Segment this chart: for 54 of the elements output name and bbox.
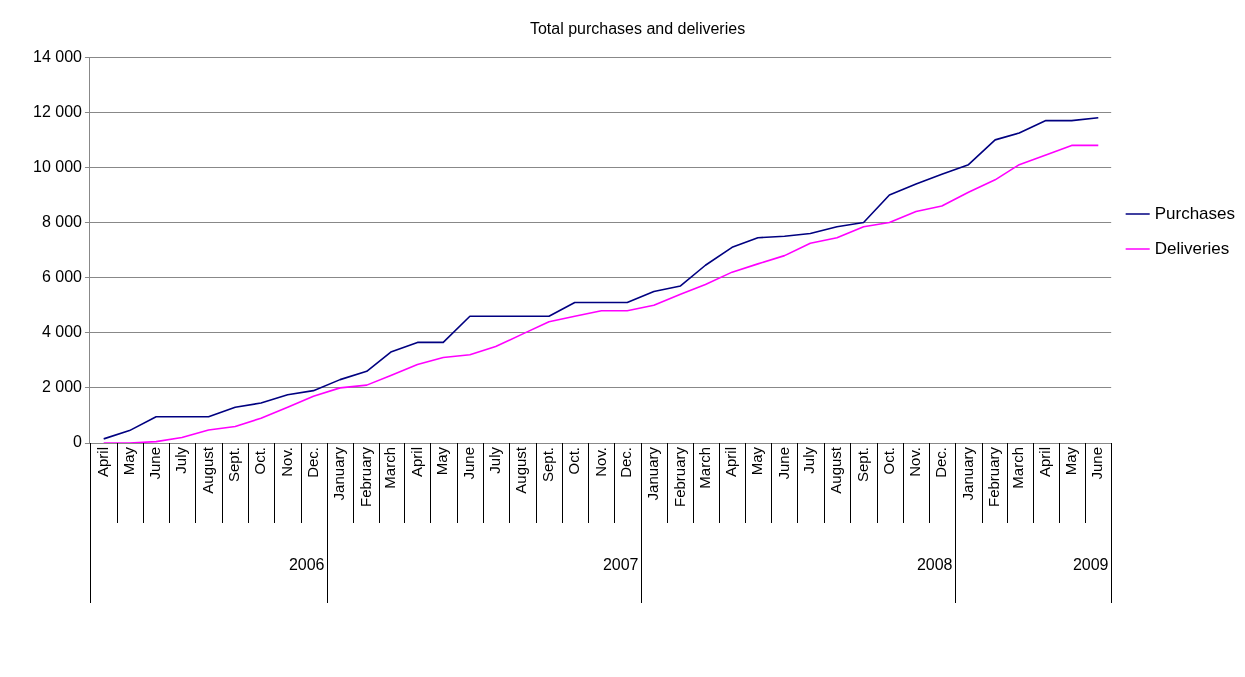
- x-tick-label: August: [827, 446, 845, 494]
- x-tick-label: April: [722, 447, 740, 478]
- text: 2009: [1072, 556, 1109, 574]
- chart-title: Total purchases and deliveries: [529, 20, 746, 38]
- text: 2006: [288, 556, 325, 574]
- x-tick-label: January: [330, 446, 348, 501]
- x-tick-label: August: [512, 446, 530, 494]
- x-tick-label: Oct.: [251, 447, 269, 475]
- x-tick-label: Sept.: [225, 447, 243, 483]
- y-tick-label: 4 000: [41, 323, 83, 341]
- x-tick-label: February: [356, 446, 374, 508]
- x-tick-label: March: [695, 447, 713, 489]
- x-tick-label: May: [1061, 446, 1079, 476]
- x-tick-label: January: [644, 446, 661, 501]
- x-tick-label: June: [1088, 447, 1106, 480]
- y-tick-label: 14 000: [33, 47, 83, 65]
- x-tick-label: May: [748, 446, 766, 476]
- x-tick-label: Sept.: [853, 447, 871, 483]
- x-tick-label: Nov.: [277, 447, 295, 477]
- legend-label: Deliveries: [1154, 238, 1230, 258]
- x-tick-label: June: [774, 447, 792, 480]
- x-tick-label: June: [460, 447, 478, 480]
- x-tick-label: Oct.: [879, 447, 897, 475]
- y-tick-label: 0: [73, 433, 83, 451]
- x-tick-label: May: [119, 446, 137, 476]
- x-tick-label: Dec.: [617, 447, 635, 478]
- x-tick-label: June: [146, 447, 164, 480]
- x-tick-label: April: [407, 447, 425, 478]
- text: 2008: [916, 556, 953, 574]
- x-tick-label: Sept.: [539, 447, 557, 483]
- x-tick-label: July: [172, 446, 190, 474]
- y-tick-label: 6 000: [41, 268, 83, 286]
- x-tick-label: Nov.: [591, 447, 609, 477]
- text: 2007: [602, 556, 639, 574]
- x-tick-label: January: [958, 446, 976, 501]
- x-tick-label: March: [380, 447, 398, 489]
- y-tick-label: 10 000: [33, 157, 83, 175]
- x-tick-label: February: [670, 446, 688, 508]
- x-tick-label: July: [800, 446, 818, 474]
- y-tick-label: 12 000: [33, 102, 83, 120]
- x-tick-label: April: [1035, 447, 1053, 478]
- y-tick-label: 2 000: [41, 378, 83, 396]
- x-tick-label: July: [485, 446, 503, 474]
- x-tick-label: April: [93, 447, 111, 478]
- legend-label: Purchases: [1154, 203, 1236, 223]
- x-tick-label: Oct.: [564, 447, 582, 475]
- x-tick-label: May: [433, 446, 451, 476]
- y-tick-label: 8 000: [41, 212, 83, 230]
- x-tick-label: Dec.: [931, 447, 949, 478]
- x-tick-label: August: [198, 446, 216, 494]
- x-tick-label: March: [1009, 447, 1027, 489]
- x-tick-label: Dec.: [303, 447, 321, 478]
- x-tick-label: February: [985, 446, 1003, 508]
- x-tick-label: Nov.: [906, 447, 924, 477]
